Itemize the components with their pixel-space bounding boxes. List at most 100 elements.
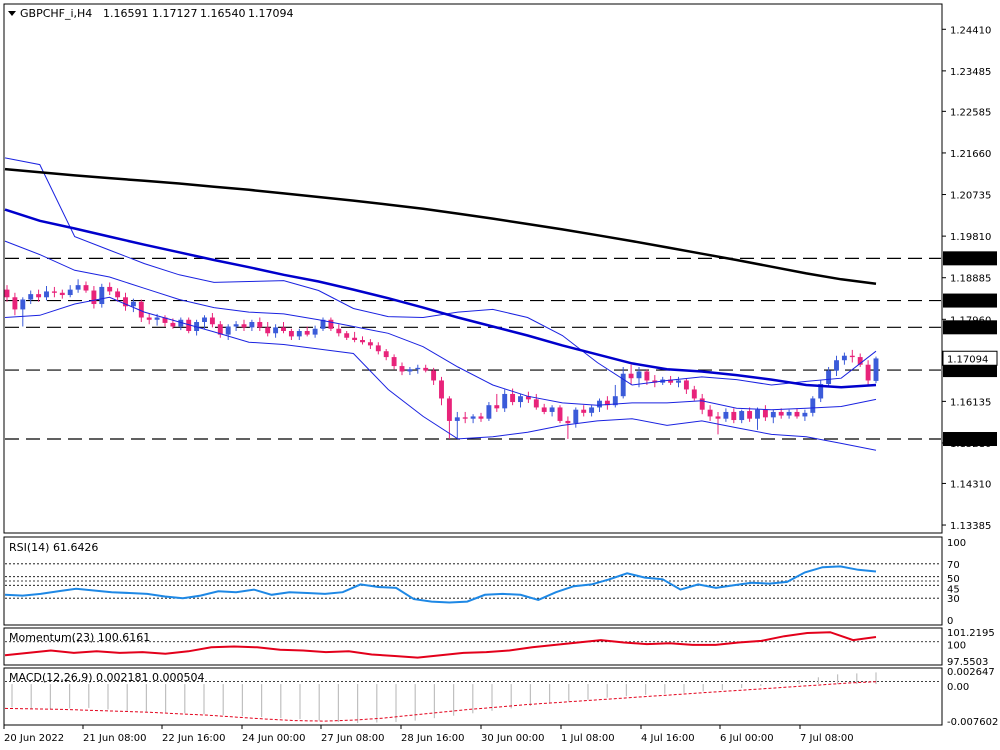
lower-band-line [4, 296, 877, 451]
macd-pane-frame [3, 667, 943, 726]
candle-body [857, 357, 863, 365]
candle-body [28, 294, 34, 300]
candle-body [4, 289, 10, 298]
candle-body [597, 400, 602, 408]
blue-ma-line [4, 208, 877, 389]
candle-body [367, 342, 373, 346]
chart-symbol: GBPCHF_i,H4 [20, 7, 92, 20]
candle-body [320, 319, 326, 329]
time-tick-label: 28 Jun 16:00 [401, 733, 465, 744]
candle-body [431, 370, 437, 381]
candle-body [233, 324, 239, 327]
rsi-line [4, 565, 877, 604]
time-tick-label: 30 Jun 00:00 [481, 733, 545, 744]
candle-body [91, 290, 97, 305]
candle-body [581, 409, 587, 413]
candle-body [691, 389, 697, 399]
candle-body [510, 393, 516, 403]
level-price-label: 1.19316 [947, 254, 988, 265]
candle-body [826, 370, 832, 385]
rsi-tick-label: 50 [947, 574, 960, 585]
candle-body [778, 411, 784, 416]
candle-body [36, 294, 42, 298]
current-price-label: 1.17094 [947, 354, 988, 365]
candle-body [636, 371, 642, 379]
candle-body [225, 326, 231, 335]
candle-body [612, 396, 618, 406]
price-tick-label: 1.24410 [950, 25, 991, 36]
candle-body [217, 324, 223, 335]
candle-body [446, 398, 452, 421]
candle-body [786, 411, 792, 416]
time-tick-label: 20 Jun 2022 [4, 733, 64, 744]
level-price-box [943, 293, 997, 308]
level-price-box [943, 320, 997, 335]
candle-body [423, 367, 429, 371]
price-tick-label: 1.19810 [950, 232, 991, 243]
candle-body [399, 366, 405, 372]
upper-band-line [4, 157, 877, 386]
candle-body [146, 317, 152, 320]
price-pane-frame [3, 3, 943, 534]
ohlc-close: 1.17094 [248, 7, 294, 20]
candle-body [439, 380, 444, 399]
macd-tick-label: 0.00 [947, 682, 969, 693]
price-tick-label: 1.14310 [950, 479, 991, 490]
candle-body [209, 317, 215, 325]
candle-body [130, 301, 136, 307]
momentum-plot: 101.2195 100 97.5503 [4, 628, 995, 668]
candle-body [565, 420, 571, 424]
time-tick-label: 27 Jun 08:00 [321, 733, 385, 744]
candle-body [628, 373, 634, 379]
black-ma-line [4, 167, 877, 286]
level-price-box [943, 363, 997, 378]
candle-body [352, 337, 358, 340]
candle-body [549, 407, 555, 412]
candle-body [304, 331, 310, 335]
candle-body [20, 299, 26, 310]
candle-body [755, 409, 760, 419]
candle-body [257, 322, 263, 328]
candle-body [407, 369, 413, 372]
candle-body [99, 286, 105, 305]
level-price-box [943, 432, 997, 447]
time-tick-label: 24 Jun 00:00 [242, 733, 306, 744]
rsi-tick-label: 70 [947, 560, 960, 571]
candle-body [715, 416, 721, 419]
rsi-tick-label: 45 [947, 584, 960, 595]
candle-body [589, 407, 595, 413]
macd-plot: 0.002647 0.00 -0.007602 [4, 667, 998, 728]
price-tick-label: 1.23485 [950, 67, 991, 78]
candle-body [731, 411, 737, 421]
rsi-tick-label: 30 [947, 594, 960, 605]
candle-body [873, 358, 879, 381]
candle-body [44, 291, 49, 298]
time-tick-label: 4 Jul 16:00 [641, 733, 695, 744]
price-plot [4, 157, 941, 451]
candle-body [170, 322, 176, 327]
candle-body [241, 324, 247, 328]
time-tick-label: 6 Jul 00:00 [720, 733, 774, 744]
candle-body [391, 357, 397, 367]
rsi-pane-frame [3, 536, 943, 626]
candle-body [249, 322, 255, 328]
candle-body [470, 416, 476, 419]
price-tick-label: 1.16135 [950, 397, 991, 408]
candle-body [865, 364, 871, 381]
candle-body [462, 417, 468, 419]
momentum-tick-label: 101.2195 [947, 628, 995, 639]
momentum-tick-label: 97.5503 [947, 657, 988, 668]
middle-band-line [4, 240, 877, 411]
candle-body [723, 411, 729, 419]
candle-body [265, 327, 271, 334]
candle-body [834, 360, 839, 371]
candle-body [533, 399, 539, 408]
macd-title: MACD(12,26,9) 0.002181 0.000504 [9, 671, 205, 684]
momentum-pane-frame [3, 627, 943, 666]
price-tick-label: 1.22585 [950, 107, 991, 118]
candle-body [770, 411, 776, 418]
candle-body [454, 417, 460, 421]
candle-body [75, 285, 81, 290]
collapse-arrow-icon[interactable] [8, 11, 16, 16]
